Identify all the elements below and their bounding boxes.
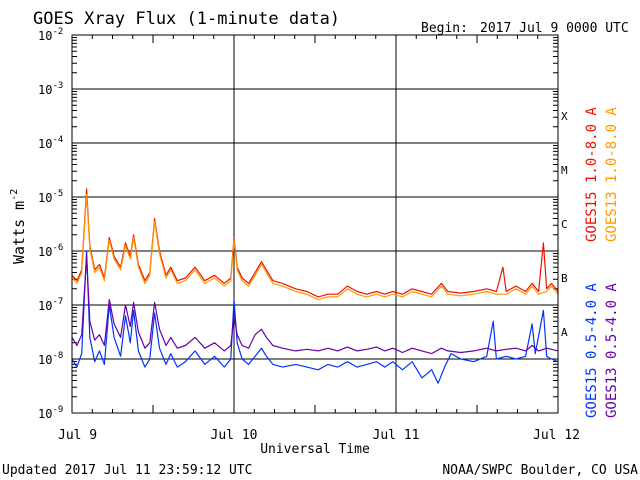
updated-timestamp: Updated 2017 Jul 11 23:59:12 UTC bbox=[2, 463, 252, 478]
y-tick-sup: -7 bbox=[52, 297, 63, 307]
y-tick-base: 10 bbox=[38, 137, 52, 151]
series-lines bbox=[71, 188, 559, 384]
y-tick-base: 10 bbox=[38, 245, 52, 259]
y-tick-label: 10-3 bbox=[38, 81, 63, 97]
y-tick-label: 10-4 bbox=[38, 135, 63, 151]
series-line-2 bbox=[71, 250, 559, 384]
legend-entry-3: GOES13 0.5-4.0 A bbox=[604, 283, 620, 418]
y-tick-labels: 10-210-310-410-510-610-710-810-9 bbox=[38, 27, 63, 421]
y-tick-sup: -2 bbox=[52, 27, 63, 37]
y-tick-sup: -5 bbox=[52, 189, 63, 199]
x-tick-label: Jul 12 bbox=[533, 428, 580, 443]
y-tick-label: 10-5 bbox=[38, 189, 63, 205]
flare-class-M: M bbox=[561, 164, 568, 177]
y-tick-label: 10-7 bbox=[38, 297, 63, 313]
flare-class-labels: X M C B A bbox=[561, 110, 568, 339]
y-tick-base: 10 bbox=[38, 353, 52, 367]
series-line-1 bbox=[71, 193, 559, 301]
flare-class-C: C bbox=[561, 218, 568, 231]
begin-value: 2017 Jul 9 0000 UTC bbox=[480, 21, 629, 36]
grid bbox=[71, 35, 559, 413]
flare-class-B: B bbox=[561, 272, 568, 285]
series-line-0 bbox=[71, 188, 559, 298]
x-tick-label: Jul 9 bbox=[58, 428, 97, 443]
x-tick-label: Jul 11 bbox=[373, 428, 420, 443]
begin-label: Begin: bbox=[421, 21, 468, 36]
y-tick-base: 10 bbox=[38, 29, 52, 43]
y-tick-label: 10-6 bbox=[38, 243, 63, 259]
y-tick-sup: -3 bbox=[52, 81, 63, 91]
legend-entry-1: GOES13 1.0-8.0 A bbox=[604, 107, 620, 242]
y-axis-label-text: Watts m bbox=[10, 201, 28, 264]
y-tick-label: 10-8 bbox=[38, 351, 63, 367]
x-tick-labels: Jul 9 Jul 10 Jul 11 Jul 12 bbox=[58, 428, 580, 443]
flare-class-X: X bbox=[561, 110, 568, 123]
y-tick-sup: -4 bbox=[52, 135, 63, 145]
y-tick-label: 10-2 bbox=[38, 27, 63, 43]
y-tick-label: 10-9 bbox=[38, 405, 63, 421]
y-tick-base: 10 bbox=[38, 191, 52, 205]
legend: GOES15 1.0-8.0 A GOES13 1.0-8.0 A GOES15 0… bbox=[584, 107, 620, 418]
y-tick-base: 10 bbox=[38, 299, 52, 313]
y-tick-base: 10 bbox=[38, 83, 52, 97]
y-tick-sup: -8 bbox=[52, 351, 63, 361]
svg-text:Watts m-2: Watts m-2 bbox=[9, 189, 28, 264]
legend-entry-2: GOES15 0.5-4.0 A bbox=[584, 283, 600, 418]
y-tick-sup: -6 bbox=[52, 243, 63, 253]
x-axis-label: Universal Time bbox=[260, 442, 370, 457]
chart-title: GOES Xray Flux (1-minute data) bbox=[33, 9, 340, 29]
y-axis-label-exp: -2 bbox=[9, 189, 20, 201]
legend-entry-0: GOES15 1.0-8.0 A bbox=[584, 107, 600, 242]
flare-class-A: A bbox=[561, 326, 568, 339]
series-line-3 bbox=[71, 255, 559, 355]
y-tick-sup: -9 bbox=[52, 405, 63, 415]
x-tick-label: Jul 10 bbox=[211, 428, 258, 443]
credit: NOAA/SWPC Boulder, CO USA bbox=[442, 463, 638, 478]
y-axis-label: Watts m-2 bbox=[9, 189, 28, 264]
plot-frame bbox=[71, 34, 559, 414]
y-tick-base: 10 bbox=[38, 407, 52, 421]
